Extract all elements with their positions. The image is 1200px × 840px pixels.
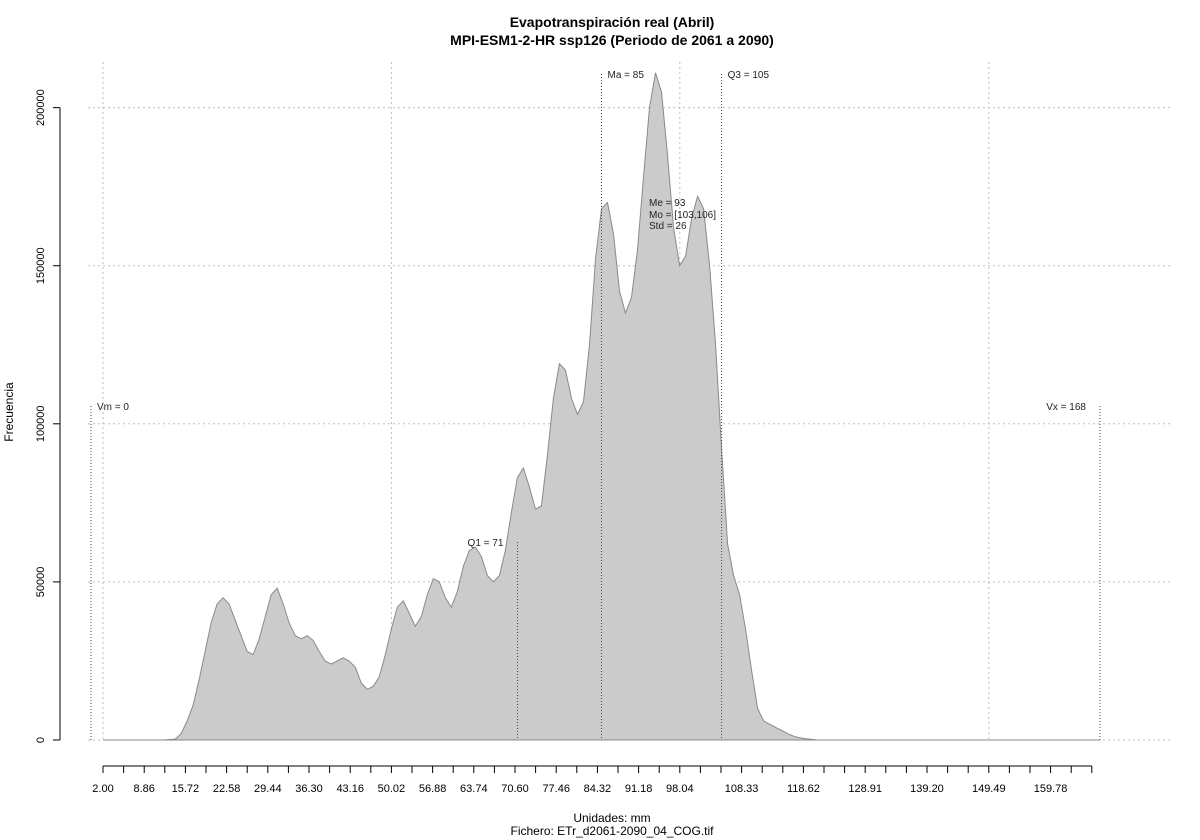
- x-tick-label: 139.20: [910, 783, 944, 795]
- chart-title: Evapotranspiración real (Abril): [510, 14, 715, 30]
- x-tick-label: 70.60: [501, 783, 529, 795]
- reference-line-label: Ma = 85: [607, 70, 644, 81]
- x-tick-label: 108.33: [725, 783, 759, 795]
- x-tick-label: 8.86: [134, 783, 155, 795]
- y-tick-label: 150000: [35, 247, 47, 284]
- x-axis-label: Unidades: mm: [573, 811, 650, 825]
- stat-std: Std = 26: [649, 221, 687, 232]
- frequency-area: [103, 72, 1100, 741]
- x-tick-label: 50.02: [378, 783, 406, 795]
- x-tick-label: 159.78: [1034, 783, 1068, 795]
- y-tick-label: 100000: [35, 405, 47, 442]
- x-tick-label: 149.49: [972, 783, 1006, 795]
- y-tick-label: 50000: [35, 567, 47, 598]
- x-tick-label: 84.32: [584, 783, 612, 795]
- x-tick-label: 43.16: [336, 783, 364, 795]
- x-tick-label: 128.91: [848, 783, 882, 795]
- y-tick-label: 200000: [35, 89, 47, 126]
- x-tick-label: 118.62: [787, 783, 820, 795]
- chart-subtitle: MPI-ESM1-2-HR ssp126 (Periodo de 2061 a …: [450, 32, 774, 48]
- x-tick-label: 36.30: [295, 783, 323, 795]
- reference-line-label: Q1 = 71: [468, 538, 504, 549]
- stat-median: Me = 93: [649, 198, 686, 209]
- y-axis-label: Frecuencia: [2, 382, 16, 442]
- x-tick-label: 56.88: [419, 783, 447, 795]
- x-tick-label: 15.72: [172, 783, 200, 795]
- stat-mode: Mo = [103,106]: [649, 210, 716, 221]
- y-axis: 0 50000 100000 150000 200000: [35, 89, 61, 743]
- x-tick-label: 63.74: [460, 783, 488, 795]
- file-caption: Fichero: ETr_d2061-2090_04_COG.tif: [511, 824, 715, 838]
- reference-line-label: Q3 = 105: [728, 70, 770, 81]
- reference-line-label: Vm = 0: [97, 402, 129, 413]
- x-tick-label: 2.00: [92, 783, 113, 795]
- frequency-area-shape: [103, 72, 1100, 741]
- x-axis: 2.00 8.86 15.72 22.58 29.44 36.30 43.16 50.02 56…: [92, 765, 1093, 795]
- x-tick-label: 91.18: [625, 783, 653, 795]
- reference-line-label: Vx = 168: [1046, 402, 1086, 413]
- x-tick-label: 77.46: [542, 783, 570, 795]
- x-tick-label: 22.58: [213, 783, 241, 795]
- x-tick-label: 98.04: [666, 783, 694, 795]
- reference-lines: Vm = 0 Q1 = 71 Ma = 85 Q3 = 105 Vx = 168: [90, 70, 1101, 740]
- x-tick-label: 29.44: [254, 783, 282, 795]
- y-tick-label: 0: [35, 737, 47, 743]
